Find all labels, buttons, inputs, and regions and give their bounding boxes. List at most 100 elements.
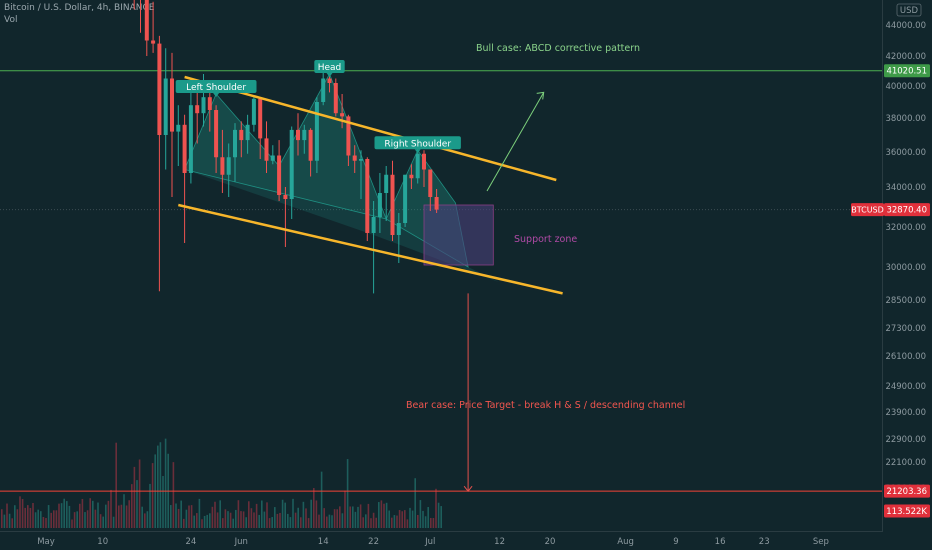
bear-arrow-head bbox=[463, 485, 473, 492]
candle-body bbox=[384, 174, 389, 193]
candle-body bbox=[264, 138, 269, 161]
volume-bar bbox=[94, 509, 97, 528]
volume-bar bbox=[315, 500, 318, 528]
volume-bar bbox=[411, 510, 414, 528]
candle-body bbox=[296, 129, 300, 141]
bull-arrow-head bbox=[536, 91, 545, 100]
symbol-badge-text: BTCUSD bbox=[851, 206, 884, 215]
volume-bar bbox=[8, 513, 11, 528]
last-price-badge-text: 32870.40 bbox=[886, 206, 927, 216]
volume-bar bbox=[97, 502, 99, 528]
y-tick-label: 32000.00 bbox=[885, 223, 926, 233]
volume-bar bbox=[21, 498, 24, 528]
pattern-label-bg bbox=[374, 136, 461, 150]
y-tick-label: 44000.00 bbox=[885, 21, 926, 31]
candle-body bbox=[144, 0, 149, 41]
last-price-badge-bg bbox=[884, 203, 930, 217]
volume-bar bbox=[422, 510, 424, 528]
candle-body bbox=[176, 124, 181, 132]
volume-bar bbox=[209, 513, 211, 528]
volume-bar bbox=[229, 512, 232, 528]
volume-bar bbox=[276, 513, 279, 528]
volume-bar bbox=[349, 506, 351, 528]
candle-body bbox=[258, 98, 263, 139]
pattern-label: Right Shoulder bbox=[374, 136, 461, 154]
volume-bar bbox=[149, 483, 151, 528]
volume-bar bbox=[86, 510, 89, 528]
volume-label: Vol bbox=[4, 15, 18, 25]
candle-body bbox=[283, 195, 288, 199]
volume-bar bbox=[138, 459, 141, 528]
volume-bar bbox=[92, 500, 94, 528]
volume-bar bbox=[172, 462, 175, 528]
volume-bar bbox=[115, 442, 117, 528]
y-tick-label: 22100.00 bbox=[885, 458, 926, 468]
volume-bar bbox=[336, 509, 338, 528]
candle-body bbox=[302, 129, 307, 141]
volume-bar bbox=[105, 504, 107, 528]
candle-body bbox=[340, 113, 345, 117]
candle-body bbox=[308, 129, 313, 161]
volume-bar bbox=[193, 515, 195, 528]
x-tick-label: Jun bbox=[234, 537, 248, 547]
bull-arrow bbox=[486, 92, 545, 192]
volume-bar bbox=[417, 514, 419, 528]
volume-bar bbox=[214, 501, 216, 528]
volume-bar bbox=[391, 517, 393, 528]
volume-bar bbox=[268, 518, 271, 528]
x-tick-label: 10 bbox=[97, 537, 108, 547]
volume-bar bbox=[32, 502, 34, 528]
volume-bar bbox=[110, 489, 112, 528]
resistance-price-badge-bg bbox=[884, 64, 930, 78]
volume-bar bbox=[128, 500, 130, 528]
candle-body bbox=[434, 197, 439, 210]
volume-bar bbox=[279, 512, 281, 528]
volume-bar bbox=[219, 500, 221, 528]
volume-bar bbox=[294, 512, 297, 528]
volume-bar bbox=[60, 503, 63, 528]
candle-body bbox=[239, 129, 244, 141]
candle-body bbox=[170, 78, 174, 132]
candles bbox=[133, 0, 439, 294]
volume-bar bbox=[362, 517, 364, 528]
volume-bar bbox=[261, 500, 263, 528]
candle-body bbox=[201, 97, 206, 114]
volume-bar bbox=[123, 494, 125, 528]
target-price-badge-text: 21203.36 bbox=[886, 487, 927, 497]
candle-body bbox=[188, 105, 193, 173]
volume-bar bbox=[388, 510, 390, 528]
volume-bar bbox=[331, 515, 333, 528]
volume-bar bbox=[89, 498, 91, 528]
volume-bar bbox=[398, 510, 401, 528]
target-price-badge-bg bbox=[884, 484, 930, 498]
volume-bar bbox=[14, 505, 16, 528]
volume-bar bbox=[37, 509, 39, 528]
volume-bar bbox=[427, 507, 429, 528]
volume-bar bbox=[159, 442, 162, 528]
volume-bar bbox=[232, 518, 234, 528]
volume-bar bbox=[235, 509, 237, 528]
x-tick-label: 9 bbox=[673, 537, 678, 547]
volume-bar bbox=[180, 500, 182, 528]
volume-bar bbox=[125, 505, 128, 528]
volume-bar bbox=[118, 505, 120, 528]
pattern-label-text: Left Shoulder bbox=[186, 83, 246, 93]
volume-bar bbox=[359, 504, 362, 528]
candle-body bbox=[270, 155, 275, 161]
volume-bar bbox=[354, 511, 357, 528]
volume-bar bbox=[333, 509, 336, 528]
volume-bar bbox=[16, 509, 19, 528]
volume-bar bbox=[310, 499, 312, 528]
volume-bar bbox=[175, 503, 177, 528]
volume-bar bbox=[40, 511, 42, 528]
volume-bar bbox=[63, 498, 65, 528]
volume-bar bbox=[357, 506, 359, 528]
volume-bar bbox=[71, 519, 73, 528]
candle-body bbox=[396, 223, 401, 235]
volume-bar bbox=[144, 513, 146, 528]
x-tick-label: Aug bbox=[617, 537, 634, 547]
volume-bar bbox=[188, 505, 190, 528]
candle-body bbox=[321, 78, 326, 102]
candle-body bbox=[157, 43, 162, 135]
